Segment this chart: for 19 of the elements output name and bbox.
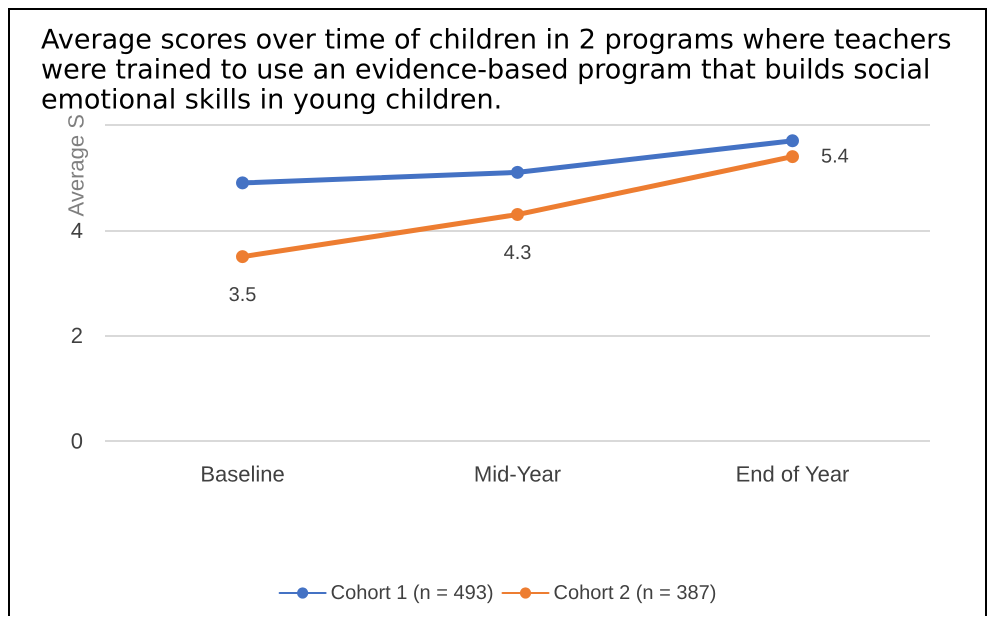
data-label: 5.4 bbox=[821, 146, 849, 168]
point bbox=[511, 208, 524, 222]
legend-label: Cohort 2 (n = 387) bbox=[554, 582, 716, 604]
point bbox=[511, 166, 524, 179]
y-tick-label: 2 bbox=[70, 323, 83, 348]
point bbox=[236, 176, 249, 190]
x-tick-label: Baseline bbox=[200, 462, 285, 486]
point bbox=[236, 250, 249, 264]
y-tick-label: 4 bbox=[70, 218, 83, 243]
point bbox=[786, 150, 799, 164]
y-tick-label: 0 bbox=[70, 428, 83, 454]
y-axis-title: Average S bbox=[64, 114, 88, 216]
data-label: 4.3 bbox=[504, 242, 532, 264]
data-label: 3.5 bbox=[228, 284, 256, 306]
chart-title: Average scores over time of children in 2 programs where teachers were trained to use an evidence-based program that builds social emotional skills in young children. bbox=[41, 24, 960, 116]
x-tick-label: Mid-Year bbox=[474, 462, 562, 486]
legend-label: Cohort 1 (n = 493) bbox=[330, 582, 494, 604]
point bbox=[786, 134, 799, 148]
x-tick-label: End of Year bbox=[736, 462, 850, 486]
